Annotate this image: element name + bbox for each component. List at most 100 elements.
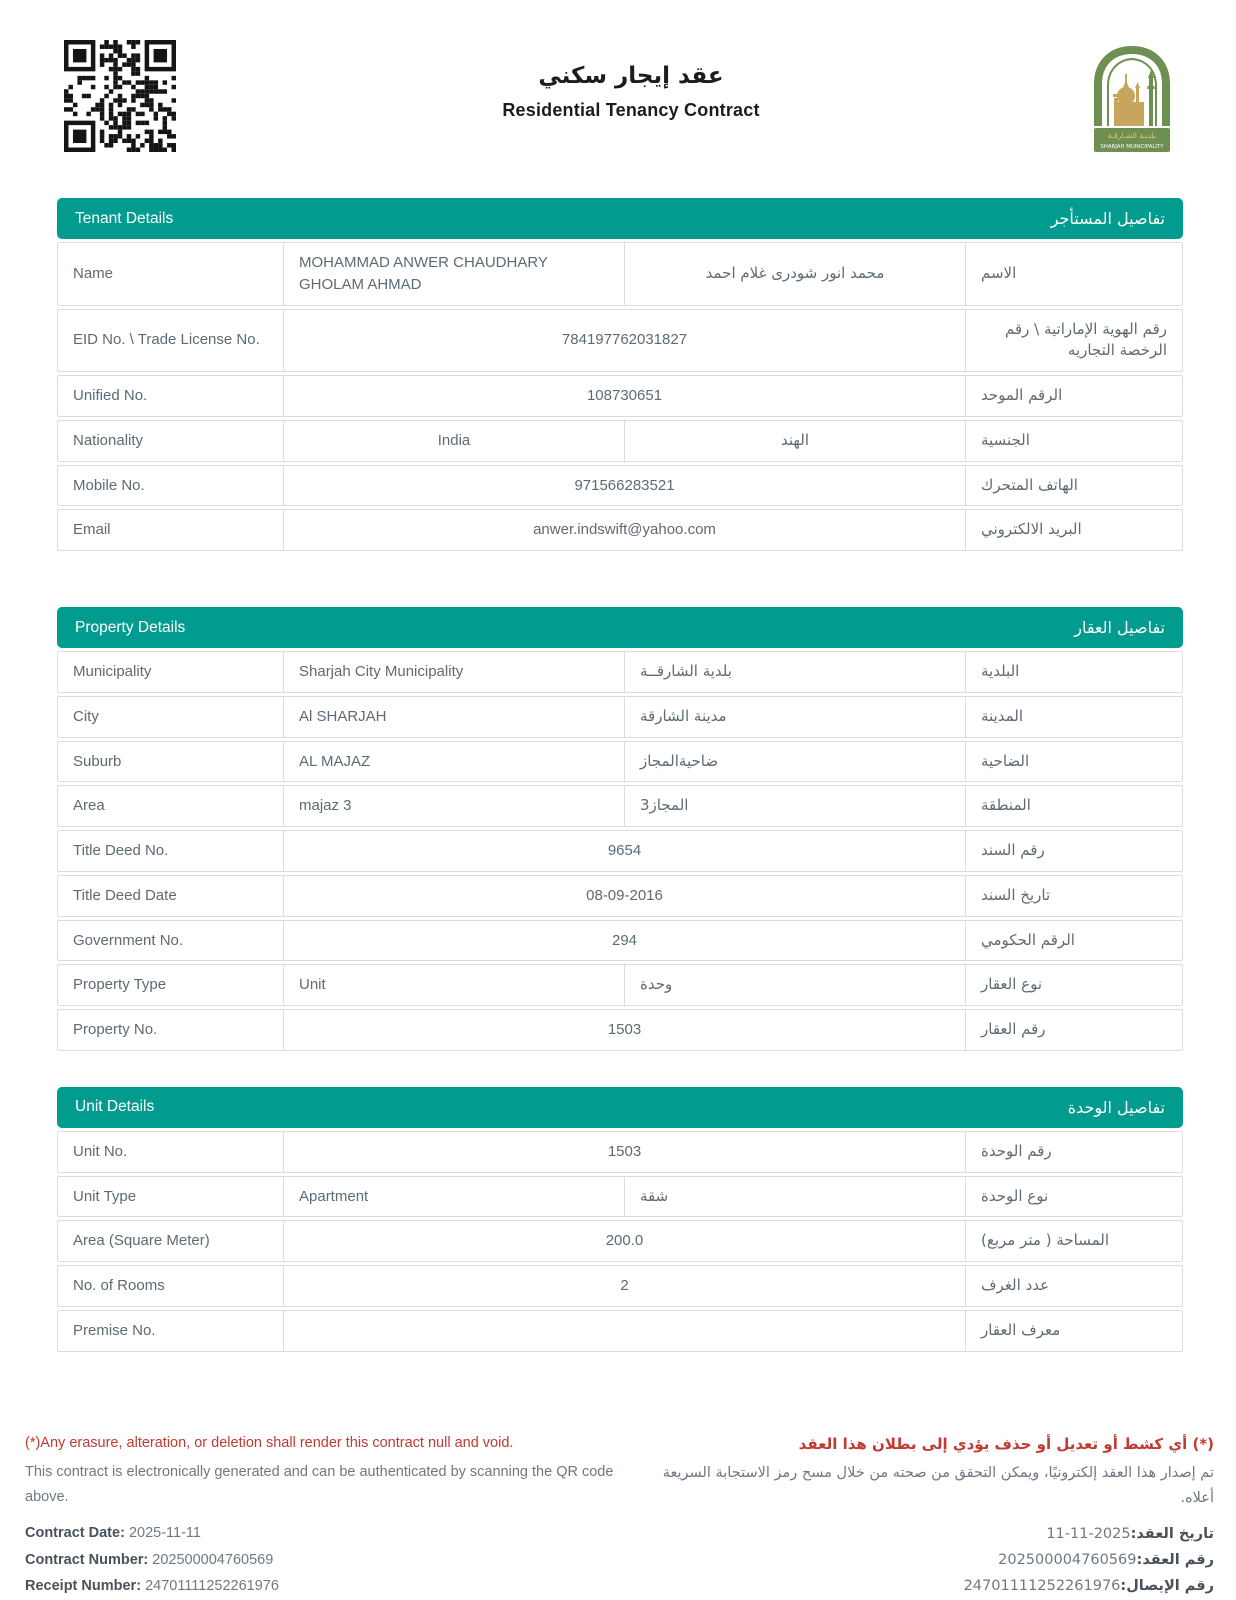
row-value: 200.0 xyxy=(283,1221,965,1261)
section-tenant: Tenant Details تفاصيل المستأجر Name MOHAMMA… xyxy=(57,198,1183,551)
contract-date-ar: تاريخ العقد:2025-11-11 xyxy=(654,1521,1214,1547)
footer-fields-ar: تاريخ العقد:2025-11-11 رقم العقد:2025000… xyxy=(654,1521,1214,1599)
row-value xyxy=(283,1310,965,1351)
row-label-en: Unit Type xyxy=(73,1187,137,1205)
row-label-en: Name xyxy=(73,264,114,282)
row-value-en: AL MAJAZ xyxy=(283,741,624,782)
contract-date-en: Contract Date: 2025-11-11 xyxy=(25,1520,625,1546)
row-label-ar: رقم الوحدة xyxy=(965,1131,1182,1172)
row-label-en: Premise No. xyxy=(73,1321,156,1339)
row-value-en: MOHAMMAD ANWER CHAUDHARY GHOLAM AHMAD xyxy=(283,243,624,305)
section-unit: Unit Details تفاصيل الوحدة Unit No. 1503 رقم… xyxy=(57,1086,1183,1352)
table-row: Unit Type Apartment شقة نوع الوحدة xyxy=(57,1175,1183,1218)
table-row: Email anwer.indswift@yahoo.com البريد الال… xyxy=(57,509,1183,551)
sharjah-municipality-logo-icon: بلديـة الشـارقـة SHARJAH MUNICIPALITY xyxy=(1086,40,1178,158)
row-label-en: No. of Rooms xyxy=(73,1277,165,1294)
table-row: Property Type Unit وحدة نوع العقار xyxy=(57,964,1183,1006)
row-label-ar: معرف العقار xyxy=(965,1310,1182,1351)
row-label-en: Property Type xyxy=(73,976,167,994)
table-row: Name MOHAMMAD ANWER CHAUDHARY GHOLAM AHMA… xyxy=(57,242,1183,306)
table-row: City Al SHARJAH مدينة الشارقة المدينة xyxy=(57,695,1183,738)
table-row: Property No. 1503 رقم العقار xyxy=(57,1009,1183,1051)
row-label-ar: الرقم الحكومي xyxy=(965,920,1182,961)
row-label-en: Area (Square Meter) xyxy=(73,1232,210,1250)
page-title-english: Residential Tenancy Contract xyxy=(502,99,760,120)
section-title-ar: تفاصيل العقار xyxy=(1074,618,1165,637)
row-label-ar: تاريخ السند xyxy=(965,875,1182,916)
section-title-ar: تفاصيل المستأجر xyxy=(1050,209,1165,228)
row-label-ar: رقم الهوية الإماراتية \ رقم الرخصة التجا… xyxy=(965,309,1182,371)
row-value-ar: المجاز3 xyxy=(624,786,965,826)
receipt-number-label-ar: رقم الإيصال: xyxy=(1120,1578,1214,1595)
table-row: Suburb AL MAJAZ ضاحيةالمجاز الضاحية xyxy=(57,740,1183,783)
row-label-en: Unified No. xyxy=(73,387,148,404)
contract-number-value-ar: 202500004760569 xyxy=(998,1552,1137,1569)
row-label-en: EID No. \ Trade License No. xyxy=(73,331,260,349)
table-row: Title Deed Date 08-09-2016 تاريخ السند xyxy=(57,874,1183,917)
section-header-bar: Unit Details تفاصيل الوحدة xyxy=(57,1086,1183,1128)
contract-date-value-en: 2025-11-11 xyxy=(128,1525,201,1542)
row-value: 108730651 xyxy=(283,376,965,416)
section-title-en: Property Details xyxy=(75,618,186,636)
row-label-ar: الجنسية xyxy=(965,420,1182,461)
receipt-number-en: Receipt Number: 24701111252261976 xyxy=(25,1573,625,1599)
row-value-en: Unit xyxy=(283,965,624,1005)
row-value: 08-09-2016 xyxy=(283,875,965,916)
row-label-ar: رقم العقار xyxy=(965,1010,1182,1050)
row-value-ar: وحدة xyxy=(624,965,965,1005)
footer-english: (*)Any erasure, alteration, or deletion … xyxy=(25,1432,625,1599)
table-row: Unit No. 1503 رقم الوحدة xyxy=(57,1130,1183,1173)
contract-number-value-en: 202500004760569 xyxy=(152,1551,274,1568)
row-value: 9654 xyxy=(283,831,965,871)
row-label-ar: المنطقة xyxy=(965,786,1182,826)
row-label-en: Unit No. xyxy=(73,1142,128,1160)
table-row: No. of Rooms 2 عدد الغرف xyxy=(57,1265,1183,1307)
qr-code-icon xyxy=(64,40,176,156)
row-value: 2 xyxy=(283,1266,965,1306)
row-label-ar: عدد الغرف xyxy=(965,1266,1182,1306)
page-title-arabic: عقد إيجار سكني xyxy=(538,63,724,89)
section-title-en: Tenant Details xyxy=(75,209,174,227)
table-row: Area majaz 3 المجاز3 المنطقة xyxy=(57,785,1183,827)
row-label-en: Government No. xyxy=(73,931,184,949)
section-title-ar: تفاصيل الوحدة xyxy=(1067,1097,1165,1117)
row-value-ar: مدينة الشارقة xyxy=(624,696,965,737)
contract-date-label-en: Contract Date: xyxy=(25,1525,125,1542)
row-value-en: majaz 3 xyxy=(283,786,624,826)
row-label-en: Email xyxy=(73,521,111,539)
table-row: Nationality India الهند الجنسية xyxy=(57,419,1183,462)
row-value-ar: بلدية الشارقــة xyxy=(624,652,965,692)
footer-warning-ar: (*) أي كشط أو تعديل أو حذف يؤدي إلى بطلا… xyxy=(798,1434,1214,1453)
row-label-ar: المدينة xyxy=(965,696,1182,737)
table-row: Mobile No. 971566283521 الهاتف المتحرك xyxy=(57,464,1183,507)
footer-fields-en: Contract Date: 2025-11-11 Contract Numbe… xyxy=(25,1520,625,1598)
footer-arabic: (*) أي كشط أو تعديل أو حذف يؤدي إلى بطلا… xyxy=(654,1432,1214,1600)
row-label-en: Area xyxy=(73,797,105,815)
logo-english-text: SHARJAH MUNICIPALITY xyxy=(1100,144,1164,150)
section-property: Property Details تفاصيل العقار Municipalit… xyxy=(57,607,1183,1051)
row-value-en: Sharjah City Municipality xyxy=(283,652,624,692)
contract-number-label-ar: رقم العقد: xyxy=(1136,1552,1214,1569)
table-row: Premise No. معرف العقار xyxy=(57,1309,1183,1352)
row-value-ar: محمد انور شودرى غلام احمد xyxy=(624,243,965,305)
section-header-bar: Tenant Details تفاصيل المستأجر xyxy=(57,198,1183,239)
logo-arabic-text: بلديـة الشـارقـة xyxy=(1108,131,1156,140)
contract-number-ar: رقم العقد:202500004760569 xyxy=(654,1547,1214,1573)
row-value: anwer.indswift@yahoo.com xyxy=(283,510,965,550)
row-label-en: Mobile No. xyxy=(73,476,145,494)
row-value-ar: ضاحيةالمجاز xyxy=(624,741,965,782)
row-label-ar: الرقم الموحد xyxy=(965,376,1182,416)
receipt-number-label-en: Receipt Number: xyxy=(25,1577,142,1594)
contract-date-label-ar: تاريخ العقد: xyxy=(1130,1526,1214,1543)
receipt-number-value-en: 24701111252261976 xyxy=(145,1577,279,1594)
document-header: عقد إيجار سكني Residential Tenancy Contr… xyxy=(0,0,1236,158)
row-label-ar: الهاتف المتحرك xyxy=(965,465,1182,506)
footer-warning-en: (*)Any erasure, alteration, or deletion … xyxy=(25,1434,514,1451)
row-value-en: Apartment xyxy=(283,1176,624,1217)
section-header-bar: Property Details تفاصيل العقار xyxy=(57,607,1183,648)
table-row: Title Deed No. 9654 رقم السند xyxy=(57,830,1183,872)
table-row: Unified No. 108730651 الرقم الموحد xyxy=(57,375,1183,417)
contract-date-value-ar: 2025-11-11 xyxy=(1046,1526,1131,1543)
row-label-en: Suburb xyxy=(73,752,122,770)
